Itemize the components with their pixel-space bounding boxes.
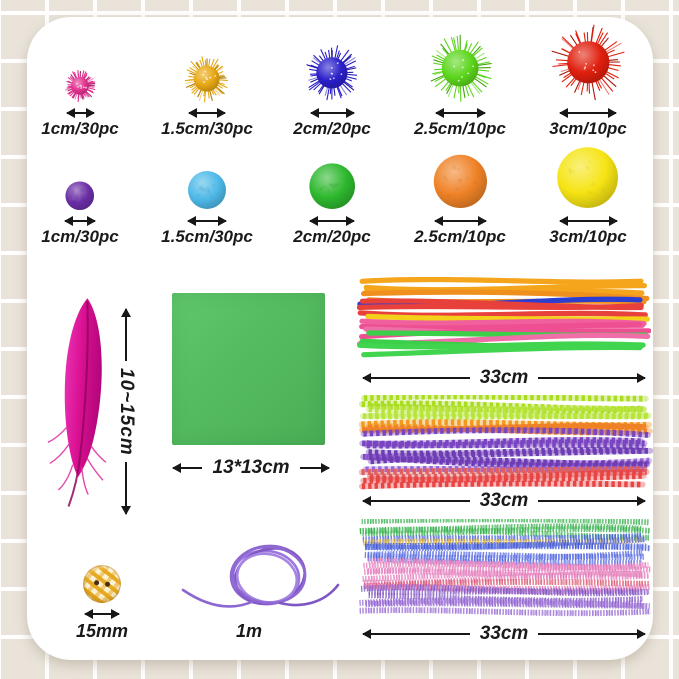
arrow-line xyxy=(538,496,646,506)
arrow-line xyxy=(538,373,646,383)
bundle-dimension-arrow: 33cm xyxy=(362,367,646,389)
pom-pom-image xyxy=(309,163,355,209)
pom-dimension-label: 2.5cm/10pc xyxy=(414,227,506,246)
pom-box xyxy=(302,29,362,103)
pom-dimension-label: 3cm/10pc xyxy=(549,227,627,246)
pom-dimension-arrow xyxy=(559,108,617,118)
pom-dimension-arrow xyxy=(187,216,227,226)
pom-pom-image xyxy=(188,171,226,209)
pom-item: 1.5cm/30pc xyxy=(147,151,267,247)
button-hole xyxy=(104,581,111,588)
bundle-dimension-arrow: 33cm xyxy=(362,623,646,645)
pom-dimension-label: 2cm/20pc xyxy=(293,227,371,246)
pom-box xyxy=(425,29,495,103)
button-image xyxy=(80,562,124,606)
arrow-line xyxy=(121,308,131,361)
pom-item: 1.5cm/30pc xyxy=(147,29,267,139)
pom-dimension-arrow xyxy=(65,108,95,118)
pom-dimension-arrow xyxy=(309,216,355,226)
pom-item: 1cm/30pc xyxy=(20,29,140,139)
feather-dimension-label: 10~15cm xyxy=(116,367,137,456)
bundle-dimension-arrow: 33cm xyxy=(362,490,646,512)
pom-item: 1cm/30pc xyxy=(20,151,140,247)
product-collage-card: 1cm/30pc 1.5cm/30pc 2cm/20pc 2.5cm/10pc 3cm/… xyxy=(27,17,654,660)
pom-item: 2cm/20pc xyxy=(272,29,392,139)
pom-item: 2.5cm/10pc xyxy=(400,151,520,247)
pom-box xyxy=(307,151,357,211)
bundle-dimension-label: 33cm xyxy=(479,623,529,644)
arrow-line xyxy=(362,629,470,639)
arrow-line xyxy=(362,496,470,506)
pom-dimension-label: 2cm/20pc xyxy=(293,119,371,138)
pom-pom-image xyxy=(306,45,358,101)
cord-dimension-label: 1m xyxy=(235,621,263,641)
pom-pom-image xyxy=(551,25,625,101)
pom-box xyxy=(63,29,97,103)
pom-pom-image xyxy=(433,155,487,209)
button-dimension-label: 15mm xyxy=(75,621,129,641)
pom-dimension-arrow xyxy=(188,108,226,118)
pipe-cleaner-bundle-plain xyxy=(356,276,652,364)
pom-pom-image xyxy=(64,70,96,103)
arrow-line xyxy=(538,629,646,639)
pom-dimension-label: 1cm/30pc xyxy=(41,119,119,138)
pom-pom-image xyxy=(65,180,95,210)
pipe-cleaner-bundle-glitter xyxy=(357,516,653,624)
pom-box xyxy=(548,25,629,103)
pom-box xyxy=(431,151,490,211)
arrow-line xyxy=(171,463,203,473)
feather-image xyxy=(35,293,126,512)
button-dimension-arrow xyxy=(84,609,120,619)
pom-box xyxy=(554,147,621,211)
button-hole xyxy=(93,579,100,586)
paper-dimension-arrow: 13*13cm xyxy=(171,457,331,479)
arrow-line xyxy=(299,463,331,473)
bundle-dimension-label: 33cm xyxy=(479,490,529,511)
arrow-line xyxy=(362,373,470,383)
pom-pom-image xyxy=(430,34,492,102)
pipe-cleaner-bundle-striped xyxy=(358,393,654,496)
pom-dimension-label: 2.5cm/10pc xyxy=(414,119,506,138)
pom-box xyxy=(182,29,231,103)
pom-dimension-label: 3cm/10pc xyxy=(549,119,627,138)
arrow-line xyxy=(121,462,131,515)
pom-dimension-arrow xyxy=(558,216,618,226)
pom-item: 3cm/10pc xyxy=(528,147,648,247)
pom-dimension-label: 1.5cm/30pc xyxy=(161,119,253,138)
pom-dimension-label: 1cm/30pc xyxy=(41,227,119,246)
feather-dimension-arrow: 10~15cm xyxy=(113,308,139,515)
paper-dimension-label: 13*13cm xyxy=(212,457,290,478)
bundle-dimension-label: 33cm xyxy=(479,367,529,388)
pom-box xyxy=(64,151,96,211)
pom-item: 2cm/20pc xyxy=(272,151,392,247)
pom-pom-image xyxy=(557,147,619,208)
pom-item: 3cm/10pc xyxy=(528,25,648,139)
pom-pom-image xyxy=(185,55,229,102)
pom-dimension-arrow xyxy=(434,108,486,118)
pom-dimension-arrow xyxy=(433,216,487,226)
cord-image xyxy=(180,535,340,627)
pom-dimension-arrow xyxy=(64,216,96,226)
paper-square-image xyxy=(172,293,325,445)
pom-dimension-label: 1.5cm/30pc xyxy=(161,227,253,246)
pom-box xyxy=(186,151,228,211)
pom-dimension-arrow xyxy=(309,108,355,118)
pom-item: 2.5cm/10pc xyxy=(400,29,520,139)
